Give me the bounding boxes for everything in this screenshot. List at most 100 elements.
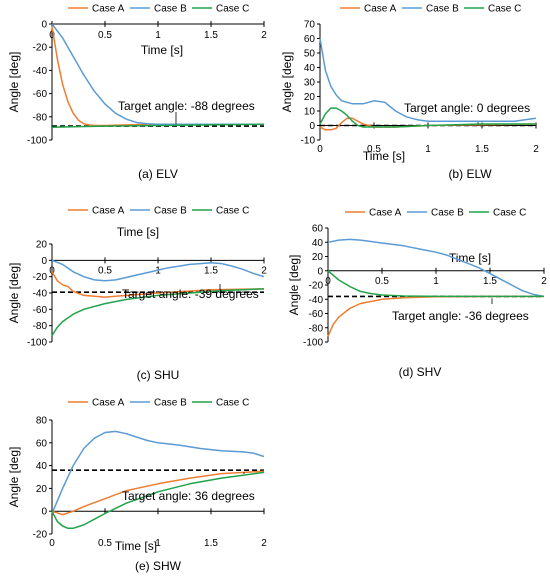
target-label: Target angle: -88 degrees xyxy=(118,99,255,113)
x-tick-label: 0.5 xyxy=(375,276,389,287)
y-tick-label: -100 xyxy=(27,338,47,349)
x-tick-label: 2 xyxy=(541,276,547,287)
y-tick-label: 20 xyxy=(312,252,324,263)
y-axis-title: Angle [deg] xyxy=(7,52,21,113)
y-tick-label: 20 xyxy=(36,484,48,495)
legend-label: Case A xyxy=(369,208,402,219)
y-tick-label: -40 xyxy=(309,295,324,306)
legend-label: Case C xyxy=(216,398,249,409)
x-tick-label: 1 xyxy=(155,265,161,276)
legend-label: Case C xyxy=(488,4,521,15)
target-label: Target angle: -39 degrees xyxy=(122,287,259,301)
legend-label: Case A xyxy=(92,398,125,409)
x-tick-label: 2 xyxy=(261,30,267,41)
x-tick-label: 1.5 xyxy=(204,265,218,276)
y-tick-label: -20 xyxy=(33,272,48,283)
legend-label: Case B xyxy=(154,206,187,217)
panel-caption: (e) SHW xyxy=(135,559,182,573)
x-tick-label: 1 xyxy=(433,276,439,287)
series-case-b xyxy=(51,23,264,126)
series-case-b xyxy=(327,238,545,298)
y-axis-title: Angle [deg] xyxy=(287,255,301,316)
y-tick-label: 0 xyxy=(41,507,47,518)
series-case-b xyxy=(51,259,265,282)
x-tick-label: 0 xyxy=(49,265,55,276)
x-tick-label: 2 xyxy=(261,265,267,276)
y-tick-label: 0 xyxy=(317,266,323,277)
y-tick-label: 80 xyxy=(36,416,48,427)
target-label: Target angle: -36 degrees xyxy=(392,309,529,323)
x-axis-title: Time [s] xyxy=(117,225,159,239)
y-tick-label: -20 xyxy=(33,530,48,541)
y-tick-label: 40 xyxy=(304,63,316,74)
x-tick-label: 0.5 xyxy=(98,538,112,549)
series-case-c xyxy=(51,123,265,128)
y-tick-label: -60 xyxy=(33,305,48,316)
x-tick-label: 1 xyxy=(425,144,431,155)
x-tick-label: 0 xyxy=(49,30,55,41)
y-axis-title: Angle [deg] xyxy=(7,447,21,508)
y-tick-label: -20 xyxy=(309,281,324,292)
x-tick-label: 1.5 xyxy=(204,30,218,41)
y-tick-label: 20 xyxy=(36,240,48,251)
y-axis-title: Angle [deg] xyxy=(7,263,21,324)
target-label: Target angle: 0 degrees xyxy=(404,101,530,115)
legend-label: Case A xyxy=(364,4,397,15)
y-tick-label: 50 xyxy=(304,49,316,60)
series-case-c xyxy=(51,471,265,530)
panel-caption: (c) SHU xyxy=(137,368,180,382)
y-tick-label: 60 xyxy=(36,438,48,449)
x-tick-label: 0.5 xyxy=(98,30,112,41)
x-axis-title: Time [s] xyxy=(115,539,157,553)
y-tick-label: 20 xyxy=(304,92,316,103)
y-tick-label: -100 xyxy=(27,136,47,147)
legend-label: Case A xyxy=(92,206,125,217)
legend-label: Case B xyxy=(154,4,187,15)
legend-label: Case B xyxy=(154,398,187,409)
series-case-a xyxy=(51,470,265,516)
panel-caption: (a) ELV xyxy=(138,167,178,181)
y-tick-label: -10 xyxy=(301,136,316,147)
y-tick-label: -20 xyxy=(33,43,48,54)
y-tick-label: 40 xyxy=(312,238,324,249)
x-tick-label: 1 xyxy=(155,30,161,41)
legend-label: Case C xyxy=(493,208,526,219)
legend-label: Case C xyxy=(216,206,249,217)
y-tick-label: -80 xyxy=(309,323,324,334)
y-tick-label: -60 xyxy=(33,89,48,100)
target-label: Target angle: 36 degrees xyxy=(122,489,255,503)
x-tick-label: 1.5 xyxy=(204,538,218,549)
x-axis-title: Time [s] xyxy=(141,43,183,57)
y-tick-label: -40 xyxy=(33,289,48,300)
y-tick-label: -100 xyxy=(303,338,323,349)
y-tick-label: 0 xyxy=(309,121,315,132)
chart-shv: Case A Case B Case C6040200-20-40-60-80-10… xyxy=(287,208,547,380)
series-case-c xyxy=(319,107,536,128)
x-tick-label: 0 xyxy=(325,276,331,287)
x-tick-label: 0 xyxy=(317,144,323,155)
y-tick-label: -80 xyxy=(33,112,48,123)
y-tick-label: 0 xyxy=(41,256,47,267)
x-axis-title: Time [s] xyxy=(449,251,491,265)
series-case-c xyxy=(51,288,265,336)
series-case-b xyxy=(51,430,265,514)
x-tick-label: 1.5 xyxy=(475,144,489,155)
legend-label: Case B xyxy=(431,208,464,219)
x-axis-title: Time [s] xyxy=(363,149,405,163)
y-axis-title: Angle [deg] xyxy=(280,52,294,113)
legend-label: Case C xyxy=(216,4,249,15)
panel-caption: (d) SHV xyxy=(399,365,442,379)
legend-label: Case A xyxy=(92,4,125,15)
x-tick-label: 2 xyxy=(533,144,539,155)
x-tick-label: 0.5 xyxy=(98,265,112,276)
x-tick-label: 1.5 xyxy=(483,276,497,287)
y-tick-label: 60 xyxy=(304,34,316,45)
y-tick-label: 30 xyxy=(304,78,316,89)
series-case-c xyxy=(327,270,544,298)
y-tick-label: 10 xyxy=(304,107,316,118)
